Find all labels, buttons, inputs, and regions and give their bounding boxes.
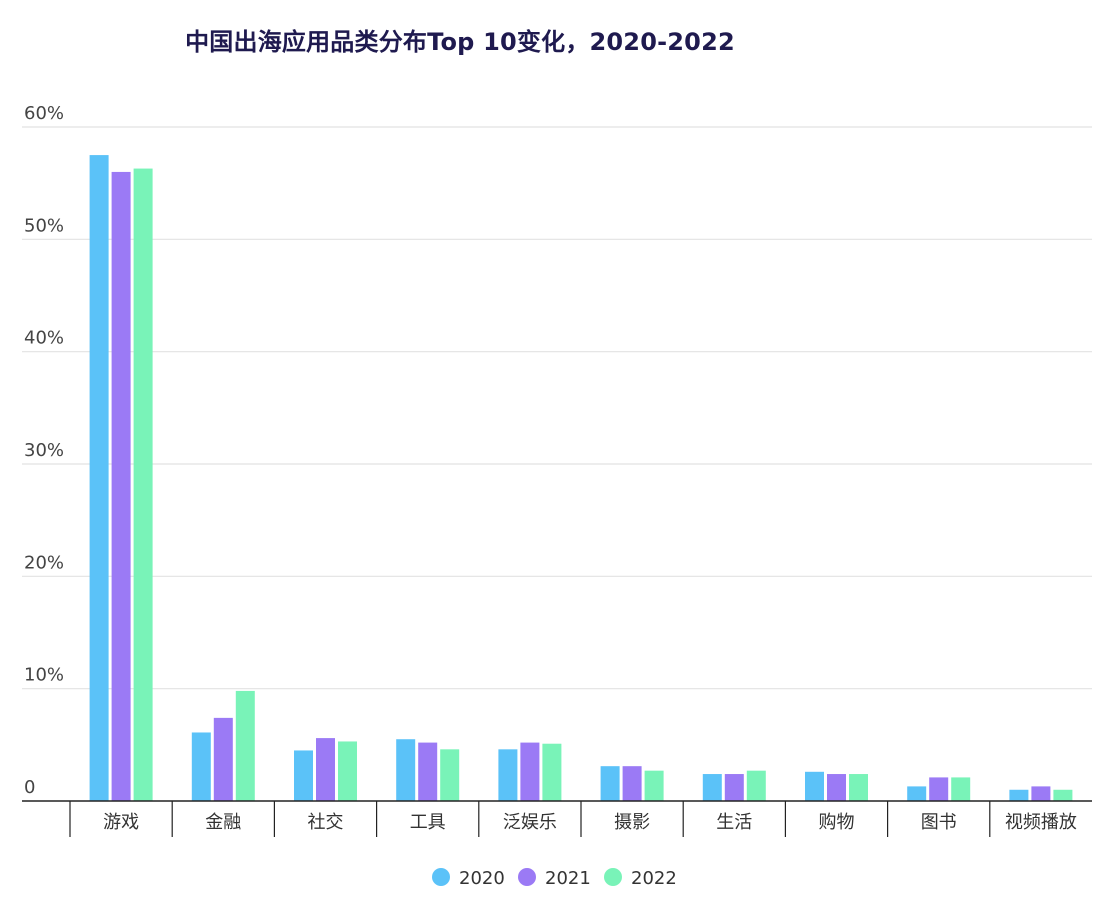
bar-2022	[644, 770, 664, 801]
bar-2022	[849, 774, 868, 801]
y-tick-label: 0	[24, 777, 35, 798]
x-tick-label: 社交	[308, 812, 344, 833]
x-axis	[22, 800, 1092, 837]
bar-2021	[622, 766, 642, 801]
x-tick-label: 视频播放	[1005, 812, 1077, 833]
y-tick-label: 60%	[24, 103, 64, 124]
y-axis-tick-labels: 0 10% 20% 30% 40% 50% 60%	[24, 103, 64, 798]
legend-swatch	[604, 868, 622, 886]
bar-2022	[440, 749, 460, 801]
legend-label: 2021	[545, 868, 591, 889]
bar-2022	[1053, 789, 1073, 801]
y-tick-label: 40%	[24, 328, 64, 349]
x-tick-label: 泛娱乐	[503, 812, 557, 833]
bar-2020	[294, 750, 313, 801]
x-tick-label: 游戏	[103, 812, 139, 833]
x-tick-label: 工具	[410, 812, 446, 833]
gridlines	[22, 126, 1092, 690]
y-tick-label: 50%	[24, 215, 64, 236]
bar-2021	[724, 774, 744, 801]
bar-2020	[89, 155, 109, 802]
y-tick-label: 10%	[24, 665, 64, 686]
bars	[89, 155, 1073, 802]
legend: 2020 2021 2022	[432, 868, 677, 889]
x-tick-label: 购物	[819, 812, 855, 833]
bar-2020	[600, 766, 620, 801]
bar-2022	[746, 770, 766, 801]
bar-2022	[951, 777, 971, 801]
x-axis-category-labels: 游戏 金融 社交 工具 泛娱乐 摄影 生活 购物 图书 视频播放	[103, 812, 1077, 833]
bar-2021	[520, 742, 540, 801]
bar-2021	[1031, 786, 1051, 801]
bar-2020	[907, 786, 927, 801]
x-tick-label: 金融	[205, 812, 241, 833]
bar-2021	[111, 171, 131, 801]
legend-swatch	[432, 868, 450, 886]
bar-2022	[338, 741, 357, 801]
x-tick-label: 生活	[716, 812, 752, 833]
bar-2020	[1009, 789, 1029, 801]
x-tick-label: 摄影	[614, 812, 650, 833]
x-tick-label: 图书	[921, 812, 957, 833]
y-tick-label: 20%	[24, 552, 64, 573]
bar-2021	[929, 777, 949, 801]
bar-2021	[827, 774, 846, 801]
bar-2020	[396, 739, 416, 801]
legend-label: 2022	[631, 868, 677, 889]
legend-swatch	[518, 868, 536, 886]
bar-2021	[418, 742, 438, 801]
bar-2020	[702, 774, 722, 801]
bar-2022	[133, 168, 153, 801]
bar-2020	[191, 732, 211, 801]
bar-2022	[235, 690, 255, 801]
bar-2020	[805, 771, 824, 801]
legend-label: 2020	[459, 868, 505, 889]
bar-2021	[316, 738, 335, 801]
y-tick-label: 30%	[24, 440, 64, 461]
chart-title: 中国出海应用品类分布Top 10变化，2020-2022	[185, 28, 735, 56]
bar-2022	[542, 743, 562, 801]
bar-2020	[498, 749, 518, 801]
bar-2021	[213, 717, 233, 801]
